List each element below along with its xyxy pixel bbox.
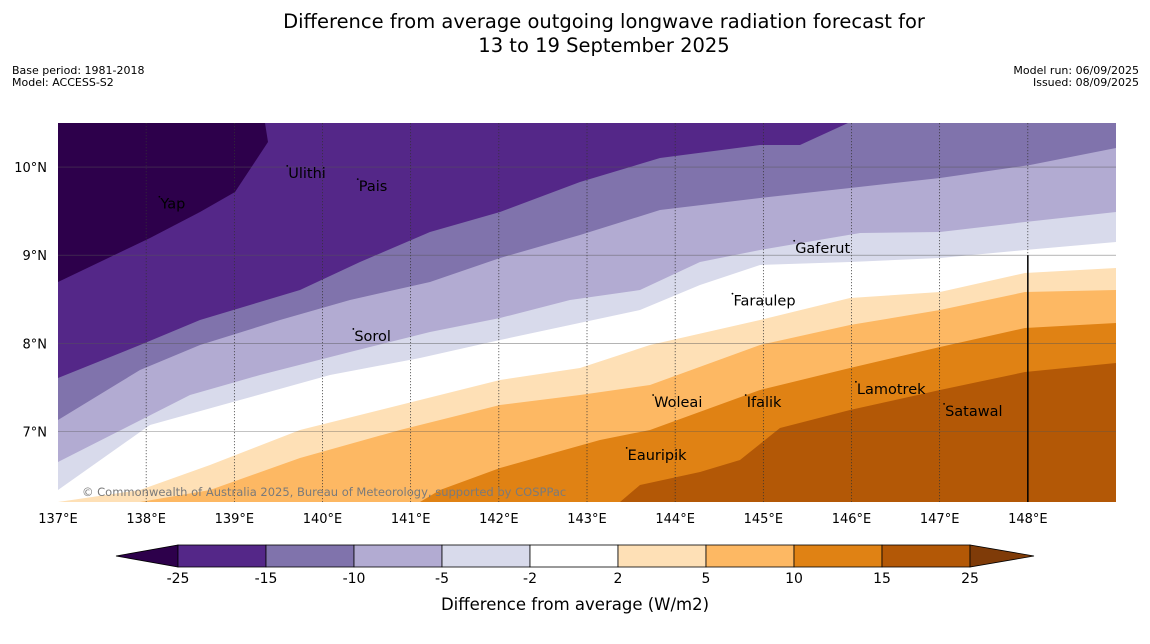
lat-tick-label: 8°N xyxy=(23,337,48,352)
lon-tick-label: 142°E xyxy=(479,512,519,527)
chart-title: Difference from average outgoing longwav… xyxy=(0,10,1150,58)
graticule xyxy=(58,123,1116,502)
lat-tick-label: 7°N xyxy=(23,425,48,440)
place-name: Pais xyxy=(359,179,388,195)
place-gaferut: Gaferut xyxy=(793,239,850,257)
colorbar-tick-label: -2 xyxy=(523,571,537,587)
colorbar-tick-label: 10 xyxy=(785,571,803,587)
title-line-1: Difference from average outgoing longwav… xyxy=(283,10,925,33)
colorbar-swatch xyxy=(881,544,971,568)
place-name: Yap xyxy=(159,197,185,213)
colorbar-tick-label: -15 xyxy=(255,571,278,587)
place-yap: Yap xyxy=(158,195,185,213)
place-marker xyxy=(744,394,747,396)
place-name: Faraulep xyxy=(733,294,795,310)
lon-tick-label: 148°E xyxy=(1008,512,1048,527)
lon-tick-label: 145°E xyxy=(744,512,784,527)
colorbar-swatch xyxy=(793,544,883,568)
axis-tick-labels: 137°E 138°E 139°E 140°E 141°E 142°E 143°E 144°E… xyxy=(14,161,1047,527)
lon-tick-label: 139°E xyxy=(215,512,255,527)
colorbar-swatch xyxy=(705,544,795,568)
colorbar-tick-label: 25 xyxy=(961,571,979,587)
colorbar-under-arrow xyxy=(115,544,179,568)
place-name: Lamotrek xyxy=(857,382,926,398)
place-eauripik: Eauripik xyxy=(625,447,687,464)
title-line-2: 13 to 19 September 2025 xyxy=(478,34,730,57)
place-ifalik: Ifalik xyxy=(744,394,782,411)
colorbar-swatch xyxy=(265,544,355,568)
place-woleai: Woleai xyxy=(652,394,702,411)
place-marker xyxy=(352,328,355,330)
lon-tick-label: 146°E xyxy=(832,512,872,527)
place-ulithi: Ulithi xyxy=(286,164,326,182)
place-marker xyxy=(652,394,655,396)
place-satawal: Satawal xyxy=(943,402,1003,420)
place-marker xyxy=(356,178,359,181)
band-below-neg25 xyxy=(58,123,268,282)
colorbar-title: Difference from average (W/m2) xyxy=(441,595,709,614)
place-name: Ulithi xyxy=(288,166,326,182)
colorbar-tick-label: -10 xyxy=(343,571,366,587)
lon-tick-label: 138°E xyxy=(126,512,166,527)
colorbar-tick-label: -5 xyxy=(435,571,449,587)
colorbar-tick-label: 15 xyxy=(873,571,891,587)
colorbar-tick-label: 2 xyxy=(614,571,623,587)
place-marker xyxy=(158,195,161,198)
place-name: Ifalik xyxy=(747,395,782,411)
lon-tick-label: 143°E xyxy=(567,512,607,527)
place-faraulep: Faraulep xyxy=(731,292,796,310)
place-name: Sorol xyxy=(354,329,391,345)
lon-tick-label: 141°E xyxy=(391,512,431,527)
place-sorol: Sorol xyxy=(352,328,391,345)
lat-tick-label: 10°N xyxy=(14,161,47,176)
copyright-notice: © Commonwealth of Australia 2025, Bureau… xyxy=(82,485,566,499)
lon-tick-label: 140°E xyxy=(303,512,343,527)
place-marker xyxy=(625,447,628,449)
place-name: Gaferut xyxy=(795,241,850,257)
meta-left: Base period: 1981-2018 Model: ACCESS-S2 xyxy=(12,65,144,89)
colorbar-tick-label: -25 xyxy=(167,571,190,587)
lon-tick-label: 147°E xyxy=(920,512,960,527)
place-marker xyxy=(793,239,796,242)
colorbar-tick-label: 5 xyxy=(702,571,711,587)
colorbar-swatch xyxy=(353,544,443,568)
band-neg15-to-neg25 xyxy=(58,123,848,378)
lat-tick-label: 9°N xyxy=(23,249,48,264)
colorbar-swatch xyxy=(617,544,707,568)
colorbar-over-arrow xyxy=(969,544,1035,568)
lon-tick-label: 144°E xyxy=(655,512,695,527)
place-name: Eauripik xyxy=(628,448,687,464)
place-marker xyxy=(731,292,734,295)
colorbar: -25 -15 -10 -5 -2 2 5 10 15 25 xyxy=(115,544,1035,587)
place-lamotrek: Lamotrek xyxy=(855,380,926,398)
colorbar-swatch xyxy=(441,544,531,568)
colorbar-swatch xyxy=(177,544,267,568)
place-marker xyxy=(943,402,945,405)
lon-tick-label: 137°E xyxy=(38,512,78,527)
place-marker xyxy=(855,380,857,383)
meta-right: Model run: 06/09/2025 Issued: 08/09/2025 xyxy=(1013,65,1139,89)
place-name: Satawal xyxy=(945,404,1002,420)
place-name: Woleai xyxy=(654,395,702,411)
place-pais: Pais xyxy=(356,178,388,195)
band-15-to-25 xyxy=(620,363,1116,502)
colorbar-swatch xyxy=(529,544,619,568)
issued-label: Issued: 08/09/2025 xyxy=(1032,76,1139,89)
base-period-label: Base period: 1981-2018 xyxy=(12,64,145,77)
place-marker xyxy=(286,164,289,167)
model-label: Model: ACCESS-S2 xyxy=(12,76,114,89)
model-run-label: Model run: 06/09/2025 xyxy=(1013,64,1139,77)
place-labels: Yap Ulithi Pais Gaferut Faraulep Sorol Woleai I… xyxy=(158,164,1003,464)
